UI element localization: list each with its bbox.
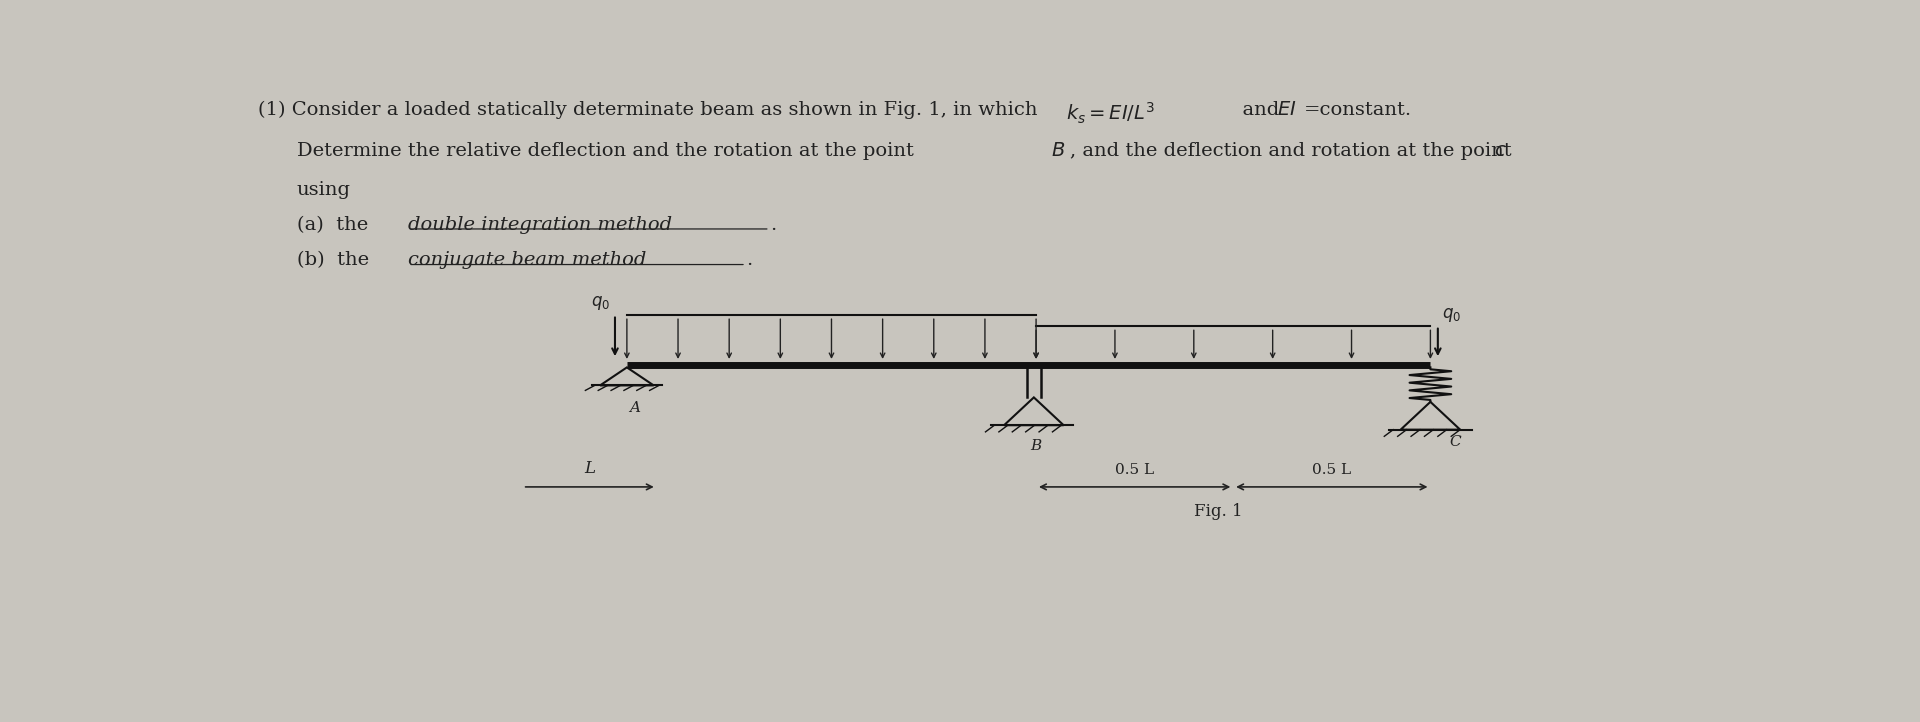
Text: 0.5 L: 0.5 L <box>1116 463 1154 477</box>
Text: Fig. 1: Fig. 1 <box>1194 503 1242 521</box>
Text: conjugate beam method: conjugate beam method <box>409 251 647 269</box>
Text: Determine the relative deflection and the rotation at the point: Determine the relative deflection and th… <box>296 142 920 160</box>
Text: and: and <box>1229 100 1284 118</box>
Text: $B$: $B$ <box>1050 142 1066 160</box>
Text: using: using <box>296 181 351 199</box>
Text: 0.5 L: 0.5 L <box>1311 463 1352 477</box>
Text: $k_s = EI / L^3$: $k_s = EI / L^3$ <box>1066 100 1156 126</box>
Text: .: . <box>770 216 776 234</box>
Text: .: . <box>745 251 753 269</box>
Text: $q_0$: $q_0$ <box>591 294 611 312</box>
Text: (b)  the: (b) the <box>296 251 374 269</box>
Text: L: L <box>584 460 595 477</box>
Text: C: C <box>1450 435 1461 449</box>
Text: $q_0$: $q_0$ <box>1442 306 1461 324</box>
Text: (1) Consider a loaded statically determinate beam as shown in Fig. 1, in which: (1) Consider a loaded statically determi… <box>257 100 1050 119</box>
Text: double integration method: double integration method <box>409 216 672 234</box>
Text: $c$: $c$ <box>1494 142 1507 160</box>
Text: , and the deflection and rotation at the point: , and the deflection and rotation at the… <box>1069 142 1519 160</box>
Text: $EI$: $EI$ <box>1277 100 1296 118</box>
Text: =constant.: =constant. <box>1304 100 1411 118</box>
Text: (a)  the: (a) the <box>296 216 374 234</box>
Text: B: B <box>1031 439 1043 453</box>
Text: A: A <box>630 401 639 415</box>
